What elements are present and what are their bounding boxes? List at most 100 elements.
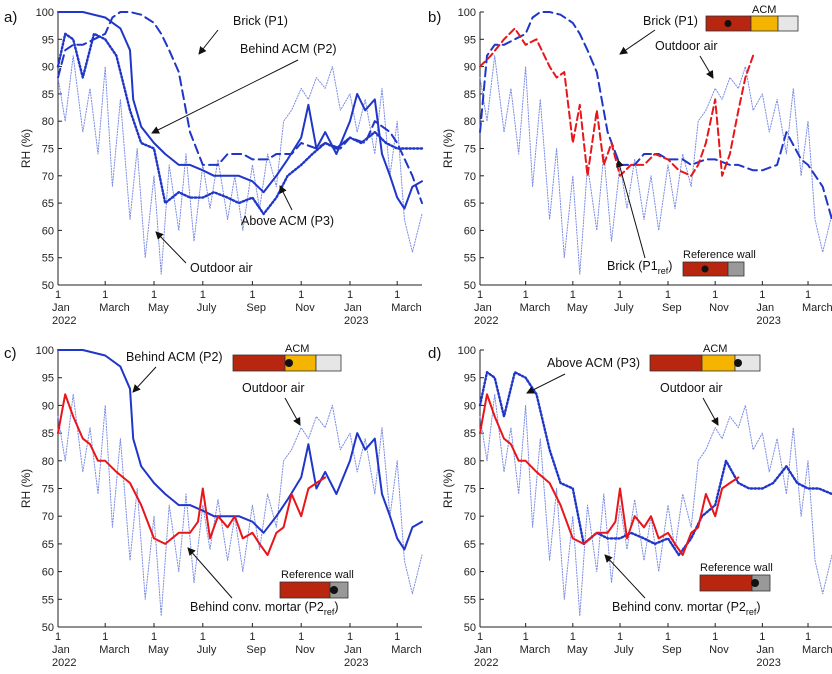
y-tick-label: 50	[464, 622, 476, 634]
mortar-layer	[727, 261, 745, 277]
series-P2ref	[479, 393, 740, 556]
panel-label-a: a)	[4, 9, 17, 26]
x-tick-label: 1	[665, 631, 671, 643]
panel-label-b: b)	[428, 9, 441, 26]
y-tick-label: 50	[42, 622, 54, 634]
y-tick-label: 80	[42, 116, 54, 128]
y-tick-label: 85	[464, 89, 476, 101]
inset-acm-c: ACM	[232, 343, 342, 372]
x-tick-label: 1	[523, 631, 529, 643]
label-above-acm-p3: Above ACM (P3)	[241, 214, 334, 228]
y-tick-label: 55	[464, 253, 476, 265]
x-tick-label: 1	[712, 289, 718, 301]
x-tick-label: 1	[55, 289, 61, 301]
x-tick-label: 1	[347, 631, 353, 643]
y-tick-label: 85	[42, 428, 54, 440]
y-tick-label: 90	[42, 62, 54, 74]
y-tick-label: 85	[42, 89, 54, 101]
arrow-behind-conv-mortar-d	[604, 554, 646, 599]
inset-acm-label-d: ACM	[703, 343, 727, 355]
y-tick-label: 65	[42, 539, 54, 551]
x-tick-label: 1	[249, 289, 255, 301]
y-tick-label: 60	[464, 225, 476, 237]
sensor-dot	[724, 20, 732, 27]
y-tick-label: 55	[42, 594, 54, 606]
x-tick-label: 2022	[474, 657, 498, 669]
x-tick-label: Nov	[709, 644, 729, 656]
x-tick-label: March	[520, 644, 551, 656]
y-tick-label: 60	[42, 567, 54, 579]
x-tick-label: Sep	[246, 302, 266, 314]
x-tick-label: Nov	[295, 302, 315, 314]
brick-layer	[699, 574, 753, 592]
label-brick-p1ref: Brick (P1ref)	[607, 259, 672, 276]
label-behind-acm-p2-c: Behind ACM (P2)	[126, 350, 223, 364]
sensor-dot	[734, 359, 742, 367]
x-tick-label: March	[391, 302, 422, 314]
x-tick-label: 1	[200, 289, 206, 301]
annotations-c: Behind ACM (P2) ACM Outdoor air Behind c…	[126, 343, 354, 617]
series-P1ref	[479, 27, 755, 177]
y-tick-label: 90	[42, 400, 54, 412]
series-P3	[56, 32, 424, 216]
acm-layer	[750, 15, 779, 32]
y-tick-label: 95	[42, 34, 54, 46]
annotations-d: Above ACM (P3) ACM Outdoor air Behind co…	[526, 343, 773, 617]
y-tick-label: 85	[464, 428, 476, 440]
arrow-behind-conv-mortar-c	[187, 547, 233, 599]
x-tick-label: 2022	[474, 315, 498, 327]
x-tick-label: May	[567, 644, 588, 656]
x-tick-label: Jan	[52, 302, 70, 314]
x-tick-label: 1	[298, 631, 304, 643]
x-tick-label: Jan	[52, 644, 70, 656]
inset-acm-b: ACM	[705, 4, 799, 32]
x-tick-label: 1	[805, 289, 811, 301]
y-tick-label: 65	[42, 198, 54, 210]
sensor-dot	[751, 579, 759, 587]
sensor-dot	[330, 586, 338, 594]
inset-ref-b: Reference wall	[682, 249, 756, 277]
y-axis-label: RH (%)	[19, 129, 33, 168]
series-outdoor	[479, 393, 832, 617]
x-tick-label: Jan	[474, 302, 492, 314]
x-tick-label: 1	[249, 631, 255, 643]
y-tick-label: 60	[42, 225, 54, 237]
series-P2ref	[57, 393, 327, 556]
y-axis-label: RH (%)	[19, 469, 33, 508]
x-tick-label: July	[614, 302, 634, 314]
y-tick-label: 65	[464, 198, 476, 210]
y-tick-label: 80	[464, 116, 476, 128]
x-tick-label: 1	[55, 631, 61, 643]
x-tick-label: March	[520, 302, 551, 314]
arrow-outdoor-air-a	[155, 231, 187, 264]
x-tick-label: May	[148, 644, 169, 656]
inset-ref-d: Reference wall	[699, 562, 773, 592]
y-tick-label: 50	[42, 280, 54, 292]
x-tick-label: July	[197, 644, 217, 656]
x-tick-label: 1	[570, 289, 576, 301]
inset-ref-label-d: Reference wall	[700, 562, 773, 574]
x-tick-label: 1	[712, 631, 718, 643]
arrow-brick-p1ref	[616, 159, 646, 259]
y-tick-label: 100	[36, 345, 54, 357]
arrow-above-acm-p3-d	[526, 373, 566, 394]
panel-label-c: c)	[4, 345, 17, 362]
x-tick-label: 2022	[52, 657, 76, 669]
series-P1	[479, 11, 832, 221]
inset-acm-label-c: ACM	[285, 343, 309, 355]
y-tick-label: 75	[42, 144, 54, 156]
y-tick-label: 75	[42, 484, 54, 496]
acm-layer	[701, 354, 736, 372]
label-above-acm-p3-d: Above ACM (P3)	[547, 356, 640, 370]
y-tick-label: 95	[464, 34, 476, 46]
label-outdoor-air-d: Outdoor air	[660, 381, 723, 395]
y-tick-label: 70	[464, 171, 476, 183]
render-layer	[315, 354, 342, 372]
arrow-outdoor-air-d	[702, 397, 719, 426]
x-tick-label: 1	[394, 631, 400, 643]
arrow-brick-p1-b	[619, 29, 656, 55]
